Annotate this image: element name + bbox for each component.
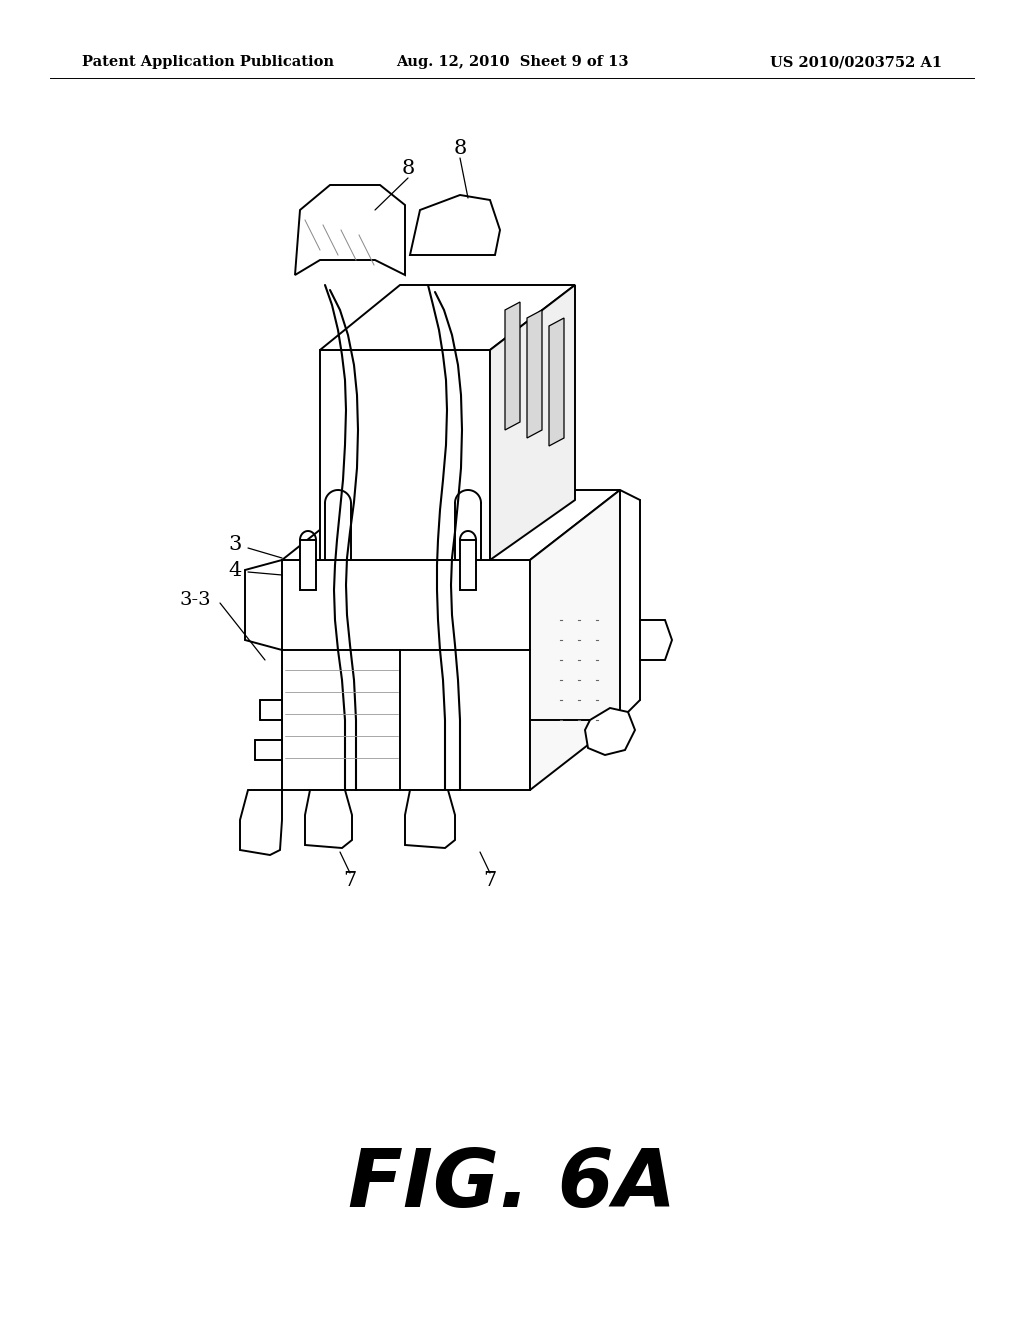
Polygon shape [505,302,520,430]
Polygon shape [490,285,575,560]
Text: 8: 8 [454,139,467,157]
Text: FIG. 6A: FIG. 6A [348,1146,676,1224]
Polygon shape [305,789,352,847]
Polygon shape [585,708,635,755]
Polygon shape [410,195,500,255]
Text: 7: 7 [483,870,497,890]
Polygon shape [295,185,406,275]
Polygon shape [549,318,564,446]
Text: 8: 8 [401,158,415,177]
Polygon shape [527,310,542,438]
Text: 3: 3 [228,536,242,554]
Text: US 2010/0203752 A1: US 2010/0203752 A1 [770,55,942,69]
Text: 4: 4 [228,561,242,579]
Text: 7: 7 [343,870,356,890]
Polygon shape [319,285,575,350]
Polygon shape [460,540,476,590]
Polygon shape [300,540,316,590]
Polygon shape [282,490,620,560]
Polygon shape [282,560,530,789]
Polygon shape [406,789,455,847]
Polygon shape [640,620,672,660]
Polygon shape [319,350,490,560]
Text: Aug. 12, 2010  Sheet 9 of 13: Aug. 12, 2010 Sheet 9 of 13 [395,55,629,69]
Text: 3-3: 3-3 [179,591,211,609]
Polygon shape [240,789,282,855]
Polygon shape [530,490,620,789]
Text: Patent Application Publication: Patent Application Publication [82,55,334,69]
